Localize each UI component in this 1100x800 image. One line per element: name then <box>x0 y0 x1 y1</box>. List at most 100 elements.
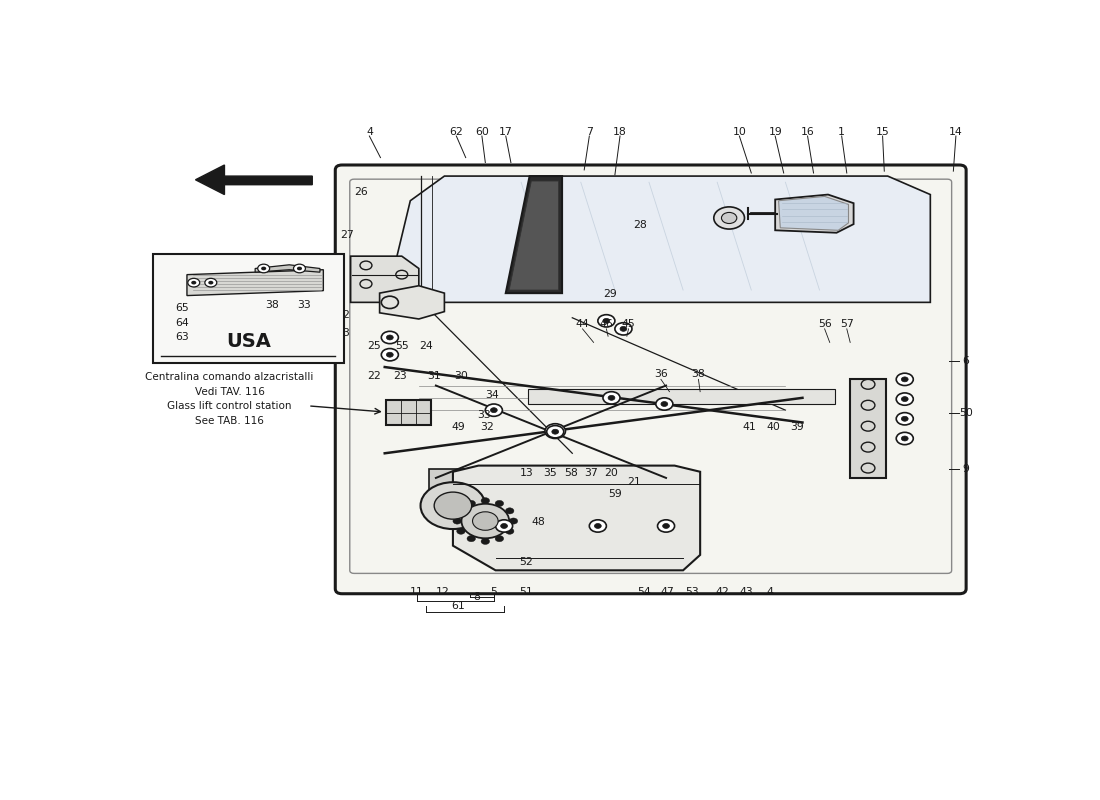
Text: USA: USA <box>226 332 271 351</box>
Text: 21: 21 <box>627 477 640 486</box>
Circle shape <box>615 322 631 335</box>
Circle shape <box>603 318 609 323</box>
Text: 32: 32 <box>480 422 494 433</box>
Text: 15: 15 <box>876 126 890 137</box>
Polygon shape <box>394 176 931 302</box>
Circle shape <box>495 520 513 532</box>
Circle shape <box>552 430 559 434</box>
Text: 30: 30 <box>454 370 469 381</box>
Circle shape <box>481 498 490 504</box>
Circle shape <box>620 326 627 331</box>
Text: 19: 19 <box>768 126 782 137</box>
Text: 2: 2 <box>342 310 349 320</box>
Text: 40: 40 <box>767 422 780 433</box>
Text: 4: 4 <box>767 587 773 598</box>
Text: eurospares: eurospares <box>634 342 801 368</box>
Text: 22: 22 <box>366 370 381 381</box>
Bar <box>850 379 886 478</box>
Text: 14: 14 <box>949 126 962 137</box>
Text: 35: 35 <box>543 468 557 478</box>
Circle shape <box>420 482 485 529</box>
Text: 11: 11 <box>410 587 424 598</box>
Text: 65: 65 <box>175 303 189 313</box>
Text: Centralina comando alzacristalli
Vedi TAV. 116
Glass lift control station
See TA: Centralina comando alzacristalli Vedi TA… <box>145 372 314 426</box>
Circle shape <box>205 278 217 287</box>
Text: 7: 7 <box>586 126 593 137</box>
Text: 20: 20 <box>605 468 618 478</box>
Circle shape <box>594 523 602 529</box>
Circle shape <box>598 314 615 327</box>
Circle shape <box>662 523 670 529</box>
Circle shape <box>505 508 514 514</box>
Circle shape <box>722 213 737 223</box>
Circle shape <box>901 436 909 441</box>
Circle shape <box>658 520 674 532</box>
Polygon shape <box>255 265 320 272</box>
Circle shape <box>453 518 462 524</box>
Text: 12: 12 <box>436 587 450 598</box>
Circle shape <box>590 520 606 532</box>
Text: 6: 6 <box>962 356 969 366</box>
Text: 59: 59 <box>608 489 622 499</box>
Text: 61: 61 <box>451 601 465 611</box>
Circle shape <box>901 397 909 402</box>
Text: 3: 3 <box>342 327 349 338</box>
Text: 45: 45 <box>621 319 636 329</box>
Text: 17: 17 <box>499 126 513 137</box>
Circle shape <box>896 373 913 386</box>
Circle shape <box>473 512 498 530</box>
Circle shape <box>608 395 615 400</box>
Text: 44: 44 <box>575 319 590 329</box>
Circle shape <box>500 523 507 529</box>
Circle shape <box>297 266 302 270</box>
Text: 43: 43 <box>739 587 754 598</box>
Text: 5: 5 <box>491 587 497 598</box>
Text: 56: 56 <box>817 319 832 329</box>
Text: 60: 60 <box>475 126 488 137</box>
Text: 1: 1 <box>838 126 845 137</box>
Circle shape <box>901 416 909 422</box>
Polygon shape <box>379 286 444 319</box>
Circle shape <box>386 352 394 357</box>
Circle shape <box>485 404 503 416</box>
Text: 63: 63 <box>175 333 189 342</box>
Bar <box>528 389 835 404</box>
Text: 16: 16 <box>801 126 814 137</box>
Text: 33: 33 <box>298 301 311 310</box>
Text: eurospares: eurospares <box>395 243 562 269</box>
Text: 38: 38 <box>692 370 705 379</box>
Circle shape <box>456 508 465 514</box>
Text: 51: 51 <box>519 587 534 598</box>
Text: 28: 28 <box>634 220 647 230</box>
Circle shape <box>208 281 213 285</box>
Polygon shape <box>506 176 562 293</box>
Circle shape <box>382 331 398 344</box>
Circle shape <box>468 500 475 506</box>
Text: 34: 34 <box>485 390 499 400</box>
Circle shape <box>481 538 490 545</box>
Circle shape <box>896 413 913 425</box>
Text: 29: 29 <box>603 290 617 299</box>
Text: 8: 8 <box>473 593 481 602</box>
Text: 46: 46 <box>600 319 614 329</box>
Text: 37: 37 <box>584 468 598 478</box>
Circle shape <box>505 528 514 534</box>
Text: 36: 36 <box>654 370 668 379</box>
Text: 62: 62 <box>450 126 463 137</box>
Circle shape <box>386 335 394 340</box>
Text: 4: 4 <box>366 126 373 137</box>
Text: eurospares: eurospares <box>395 342 562 368</box>
Text: 64: 64 <box>175 318 189 328</box>
Circle shape <box>714 207 745 229</box>
Text: 41: 41 <box>742 422 757 433</box>
Bar <box>386 400 431 425</box>
Text: 13: 13 <box>519 468 534 478</box>
Polygon shape <box>779 197 848 230</box>
Text: 47: 47 <box>661 587 674 598</box>
Text: 53: 53 <box>684 587 699 598</box>
Text: 23: 23 <box>393 370 407 381</box>
Polygon shape <box>776 194 854 233</box>
Circle shape <box>191 281 196 285</box>
Circle shape <box>661 402 668 406</box>
Polygon shape <box>509 181 559 290</box>
